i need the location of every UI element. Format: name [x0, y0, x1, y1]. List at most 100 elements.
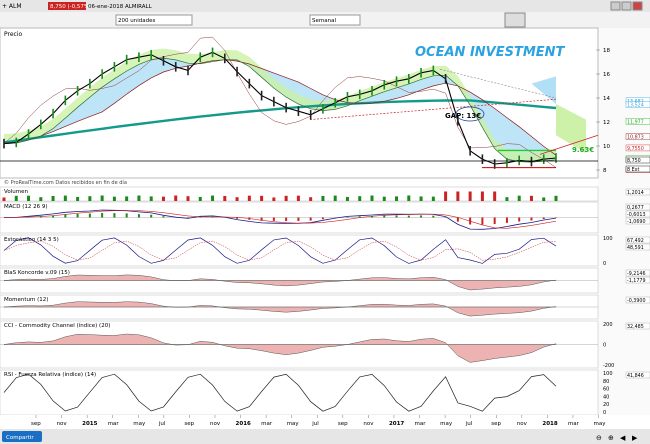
macd-histogram-bar	[371, 216, 373, 218]
share-button[interactable]	[2, 431, 42, 442]
x-tick-label: sep	[31, 421, 41, 427]
price-value-label: 13,524	[627, 103, 644, 109]
indicator-panel: Volumen 1,2014	[0, 186, 650, 202]
volume-bar	[235, 197, 239, 201]
indicator-value-label: 67,492	[627, 238, 644, 244]
price-value-badge	[625, 118, 650, 125]
x-tick-label: sep	[184, 421, 194, 427]
macd-histogram-bar	[542, 217, 545, 220]
volume-bar	[76, 196, 80, 201]
zoom-in-icon[interactable]: ⊕	[608, 434, 614, 442]
volume-bar	[554, 195, 558, 201]
price-value-labels: 13,68213,52411,97710,8739,75509,01508,75…	[625, 97, 650, 174]
minimize-icon[interactable]	[610, 1, 621, 11]
long-moving-average	[3, 99, 557, 144]
indicator-value-badge	[625, 203, 650, 211]
window-title: + ALM	[2, 3, 22, 10]
price-value-badge	[625, 101, 650, 108]
macd-histogram-bar	[358, 216, 361, 218]
period-select[interactable]	[309, 14, 361, 26]
ichimoku-cloud-upper	[4, 48, 556, 163]
price-badge-text: 8,750 (-0,57%)	[50, 4, 91, 10]
indicator-value-badge	[625, 188, 650, 196]
macd-histogram-bar	[432, 215, 435, 218]
indicator-tick-label: 200	[603, 322, 613, 328]
volume-bar	[260, 195, 264, 201]
volume-bar	[395, 196, 399, 201]
indicator-panel-label: Momentum (12)	[4, 297, 48, 303]
volume-bar	[358, 196, 362, 201]
indicator-tick-label: 0	[603, 343, 606, 349]
volume-bar	[100, 195, 104, 201]
volume-bar	[407, 195, 411, 201]
macd-histogram-bar	[39, 216, 42, 218]
x-tick-label: nov	[363, 421, 374, 427]
macd-signal	[3, 210, 557, 229]
macd-histogram-bar	[52, 215, 55, 218]
volume-bar	[529, 195, 533, 201]
indicator-panel-frame	[0, 234, 599, 267]
price-tick-label: 10	[603, 144, 610, 150]
indicator-panel: CCI - Commodity Channel (índice) (20) 200…	[0, 320, 650, 369]
price-badge	[48, 2, 86, 10]
volume-bar	[223, 195, 227, 201]
maximize-icon[interactable]	[621, 1, 632, 11]
indicator-value-badge	[625, 217, 650, 225]
volume-bar	[174, 195, 178, 201]
volume-bar	[27, 195, 31, 201]
x-tick-label: 2018	[542, 421, 557, 427]
indicator-value-label: 1,2014	[627, 190, 644, 196]
volume-bar	[51, 195, 55, 201]
indicator-value-label: 48,591	[627, 245, 644, 251]
gap-annotation: GAP: 13€	[445, 112, 481, 120]
volume-bar	[444, 191, 448, 201]
indicator-tick-label: 80	[603, 379, 609, 385]
close-icon[interactable]	[632, 1, 643, 11]
indicator-value-badge	[625, 371, 650, 379]
trend-line-up	[539, 134, 599, 155]
indicator-tick-label: 0	[603, 410, 606, 416]
trend-line-dotted	[309, 98, 557, 120]
x-tick-label: may	[133, 421, 146, 427]
macd-histogram-bar	[493, 217, 496, 225]
rsi-line	[3, 373, 557, 412]
volume-bar	[480, 191, 484, 201]
date-instrument: 06-ene-2018 ALMIRALL	[88, 4, 153, 10]
indicator-tick-label: 100	[603, 236, 613, 242]
indicator-tick-label: 20	[603, 402, 609, 408]
indicator-value-badge	[625, 210, 650, 218]
volume-bar	[284, 195, 288, 201]
x-tick-label: may	[287, 421, 300, 427]
x-tick-label: jul	[311, 421, 319, 427]
volume-bar	[382, 196, 386, 201]
volume-bar	[333, 195, 337, 201]
indicator-value-label: -9,2146	[627, 271, 646, 277]
x-tick-label: 2016	[236, 421, 251, 427]
period-select-text: Semanal	[312, 18, 336, 24]
indicator-tick-label: 0	[603, 261, 606, 267]
zoom-out-icon[interactable]: ⊖	[596, 434, 602, 442]
macd-histogram-bar	[162, 216, 165, 218]
volume-bar	[370, 195, 374, 201]
x-tick-label: mar	[108, 421, 120, 427]
volume-bar	[296, 195, 300, 201]
volume-bar	[88, 196, 92, 201]
volume-bar	[137, 195, 141, 201]
price-tick-label: 8	[603, 168, 607, 174]
scroll-right-icon[interactable]: ▶	[632, 434, 638, 442]
macd-histogram-bar	[260, 217, 263, 221]
x-tick-label: jul	[158, 421, 166, 427]
source-note: © ProRealTime.com Datos recibidos en fin…	[4, 179, 127, 186]
scroll-left-icon[interactable]: ◀	[620, 434, 626, 442]
volume-bar	[517, 195, 521, 201]
chart-settings-icon[interactable]	[504, 12, 526, 28]
indicator-value-label: -0,3900	[627, 298, 646, 304]
units-select[interactable]	[115, 14, 193, 26]
indicator-tick-label: 40	[603, 394, 609, 400]
macd-histogram-bar	[420, 215, 423, 218]
x-axis-ticks: sep nov 2015 mar may jul sep nov 2016 mar may jul se…	[31, 415, 606, 427]
price-value-label: 8 Ext	[627, 167, 639, 173]
macd-histogram-bar	[199, 216, 202, 218]
volume-bar	[456, 191, 460, 201]
